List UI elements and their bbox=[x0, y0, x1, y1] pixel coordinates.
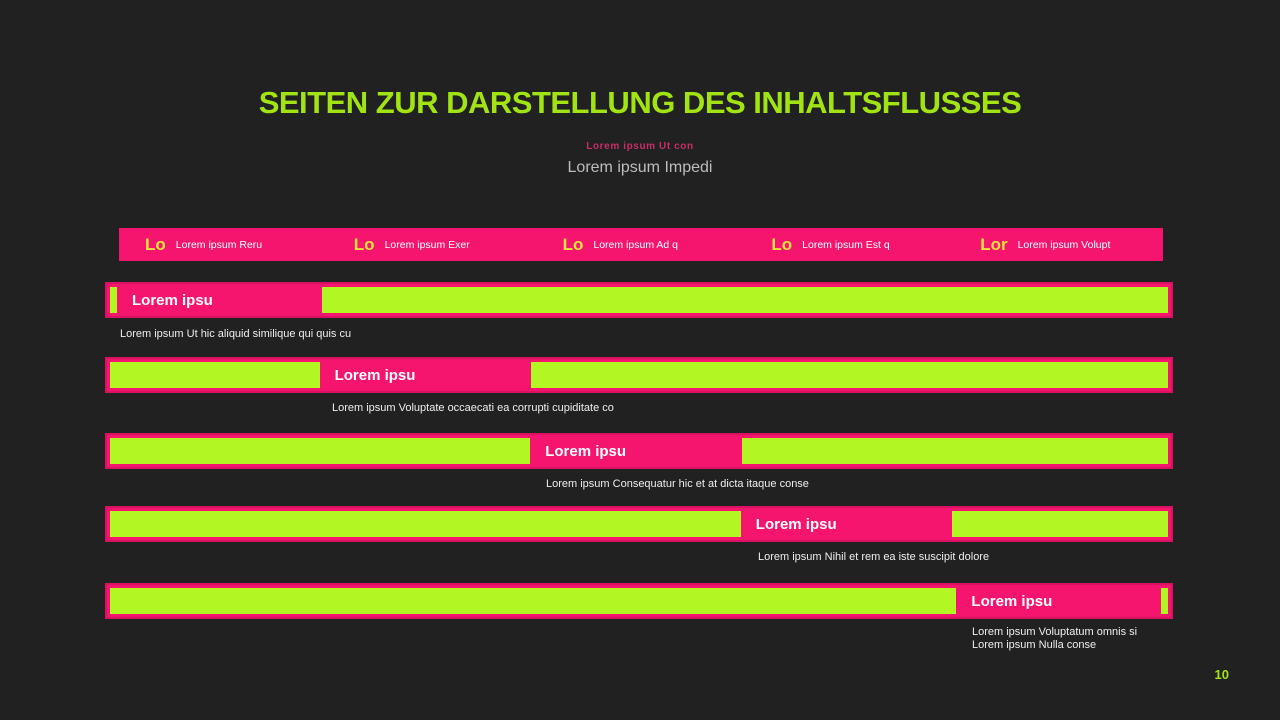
slide-title: SEITEN ZUR DARSTELLUNG DES INHALTSFLUSSE… bbox=[258, 85, 1022, 120]
header-column-label: Lorem ipsum Exer bbox=[384, 238, 470, 251]
bar-green-segment bbox=[321, 287, 1168, 313]
bar-stage-label: Lorem ipsu bbox=[334, 366, 416, 384]
bar-green-segment bbox=[531, 362, 1168, 388]
header-column-abbr: Lo bbox=[771, 234, 793, 254]
bar-caption: Lorem ipsum Voluptatum omnis si Lorem ip… bbox=[972, 626, 1137, 652]
header-column-label: Lorem ipsum Est q bbox=[802, 238, 890, 251]
flow-header-bar: Lo Lorem ipsum Reru Lo Lorem ipsum Exer … bbox=[119, 228, 1163, 261]
bar-caption-line-2: Lorem ipsum Nulla conse bbox=[972, 639, 1097, 651]
bar-caption: Lorem ipsum Consequatur hic et at dicta … bbox=[546, 478, 809, 490]
bar-green-segment bbox=[110, 438, 531, 464]
bar-stage-label: Lorem ipsu bbox=[755, 515, 837, 533]
bar-caption: Lorem ipsum Voluptate occaecati ea corru… bbox=[332, 402, 614, 414]
bar-stage-label: Lorem ipsu bbox=[971, 592, 1053, 610]
flow-bar-row-3: Lorem ipsu bbox=[105, 433, 1173, 469]
bar-stage-label-wrap: Lorem ipsu bbox=[959, 588, 1168, 614]
header-column-abbr: Lor bbox=[980, 234, 1008, 254]
header-column-abbr: Lo bbox=[353, 234, 375, 254]
bar-start-strip bbox=[110, 287, 117, 313]
header-column-abbr: Lo bbox=[562, 234, 584, 254]
bar-green-segment bbox=[110, 511, 741, 537]
bar-stage-label: Lorem ipsu bbox=[132, 291, 213, 309]
header-column-4: Lo Lorem ipsum Est q bbox=[745, 228, 954, 261]
header-column-3: Lo Lorem ipsum Ad q bbox=[537, 228, 746, 261]
header-column-label: Lorem ipsum Volupt bbox=[1017, 238, 1111, 251]
subtitle: Lorem ipsum Impedi bbox=[567, 159, 713, 176]
bar-green-segment bbox=[952, 511, 1168, 537]
bar-stage-label: Lorem ipsu bbox=[545, 442, 627, 460]
bar-caption: Lorem ipsum Ut hic aliquid similique qui… bbox=[120, 328, 352, 340]
flow-bar-row-1: Lorem ipsu bbox=[105, 282, 1173, 318]
header-column-5: Lor Lorem ipsum Volupt bbox=[954, 228, 1163, 261]
bar-green-segment bbox=[110, 588, 957, 614]
bar-green-segment bbox=[741, 438, 1168, 464]
bar-end-strip bbox=[1161, 588, 1168, 614]
subtitle-small: Lorem ipsum Ut con bbox=[586, 141, 694, 152]
bar-caption: Lorem ipsum Nihil et rem ea iste suscipi… bbox=[758, 551, 990, 563]
header-column-label: Lorem ipsum Reru bbox=[175, 238, 263, 251]
bar-caption-line-1: Lorem ipsum Voluptatum omnis si bbox=[972, 626, 1138, 638]
flow-bar-row-4: Lorem ipsu bbox=[105, 506, 1173, 542]
header-column-1: Lo Lorem ipsum Reru bbox=[119, 228, 328, 261]
page-number: 10 bbox=[1214, 667, 1229, 682]
header-column-abbr: Lo bbox=[145, 234, 166, 254]
flow-bar-row-5: Lorem ipsu bbox=[105, 583, 1173, 619]
bar-green-segment bbox=[110, 362, 320, 388]
header-column-label: Lorem ipsum Ad q bbox=[593, 238, 679, 251]
header-column-2: Lo Lorem ipsum Exer bbox=[328, 228, 537, 261]
flow-bar-row-2: Lorem ipsu bbox=[105, 357, 1173, 393]
